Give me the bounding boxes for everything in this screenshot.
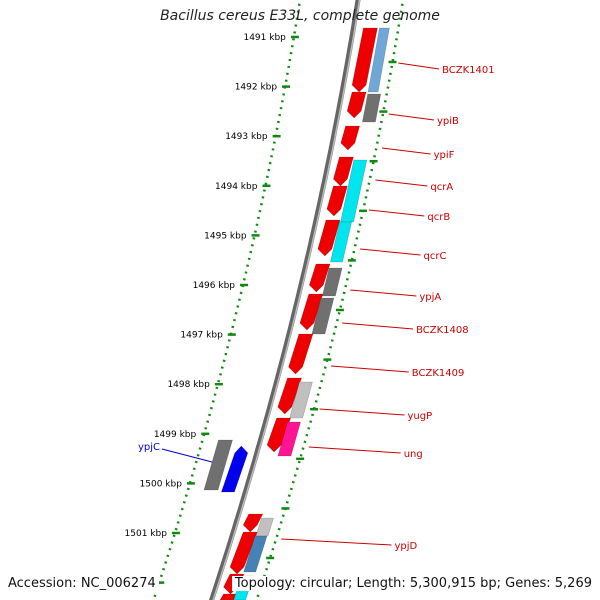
grey-feature [321, 267, 343, 297]
gene-label-leader [342, 322, 414, 330]
gene-label-leader [360, 248, 421, 256]
forward-gene [340, 125, 361, 151]
feature-track [203, 27, 390, 600]
map-title: Bacillus cereus E33L, complete genome [160, 8, 440, 24]
gene-label: ypjA [419, 292, 441, 303]
forward-gene [333, 156, 354, 187]
forward-gene [326, 185, 348, 217]
ruler-tick-label: 1494 kbp [215, 182, 258, 192]
forward-gene [266, 417, 292, 453]
gene-label: BCZK1401 [442, 65, 495, 76]
backbone-highlight [212, 0, 361, 600]
gene-label: ung [404, 449, 423, 460]
forward-gene [242, 513, 264, 533]
forward-gene [351, 27, 378, 93]
gene-label: BCZK1409 [412, 368, 465, 379]
forward-gene [288, 333, 314, 375]
topology-text: Topology: circular; Length: 5,300,915 bp… [231, 576, 592, 591]
grey-feature [311, 297, 335, 335]
gene-label-leader [331, 365, 409, 373]
ruler-tick-label: 1495 kbp [204, 231, 247, 241]
accession-text: Accession: NC_006274 [8, 576, 159, 591]
ruler-tick-label: 1492 kbp [235, 83, 278, 93]
gene-label: BCZK1408 [416, 325, 469, 336]
gene-label: qcrC [424, 251, 447, 262]
forward-gene [277, 377, 302, 415]
ruler-tick-label: 1500 kbp [140, 479, 183, 489]
gene-label: ypjC [138, 442, 160, 453]
inner-ruler-track [152, 0, 302, 600]
gene-label-leader [350, 289, 417, 297]
gene-label-leader [281, 538, 392, 546]
gene-label: ypjD [395, 541, 418, 552]
cyan-feature [330, 221, 352, 263]
gene-label: qcrB [427, 212, 450, 223]
gene-label-leader [319, 408, 405, 416]
reverse-gene [220, 445, 249, 493]
forward-gene [309, 263, 331, 293]
forward-gene [299, 293, 324, 331]
gene-label-leader [161, 448, 213, 463]
gene-label-leader [388, 113, 435, 121]
gene-label-leader [308, 446, 401, 454]
gene-label: yugP [408, 411, 433, 422]
forward-gene [229, 531, 258, 575]
gene-label-leader [398, 62, 440, 70]
backbone [208, 0, 361, 600]
steel-blue-feature [367, 27, 390, 93]
grey-feature [362, 93, 382, 123]
ruler-tick-label: 1497 kbp [180, 331, 223, 341]
ruler-tick-label: 1501 kbp [125, 529, 168, 539]
ruler-tick-label: 1499 kbp [154, 430, 197, 440]
backbone-line [208, 0, 361, 600]
light-grey-feature [289, 381, 313, 419]
forward-gene [346, 91, 367, 119]
ruler-tick-label: 1496 kbp [193, 281, 236, 291]
gene-label-leader [375, 179, 428, 187]
ruler-tick-label: 1498 kbp [167, 380, 210, 390]
cyan-feature [340, 159, 368, 223]
ruler-tick-label: 1493 kbp [225, 132, 268, 142]
steel-blue-feature [243, 535, 268, 573]
gene-label-leader [368, 209, 425, 217]
gene-label: qcrA [430, 182, 453, 193]
gene-label: ypiB [437, 116, 459, 127]
pink-feature [277, 421, 301, 457]
grey-feature [203, 439, 233, 491]
label-layer: BCZK1401 ypiB ypiF qcrA qcrB qcrC ypjA BCZK1408… [138, 62, 495, 552]
gene-label: ypiF [434, 150, 455, 161]
light-grey-feature [255, 517, 274, 537]
forward-gene [317, 219, 341, 257]
outer-ruler-track [255, 0, 405, 600]
forward-gene [219, 593, 239, 600]
ruler-tick-label: 1491 kbp [243, 33, 286, 43]
gene-label-leader [381, 147, 431, 155]
